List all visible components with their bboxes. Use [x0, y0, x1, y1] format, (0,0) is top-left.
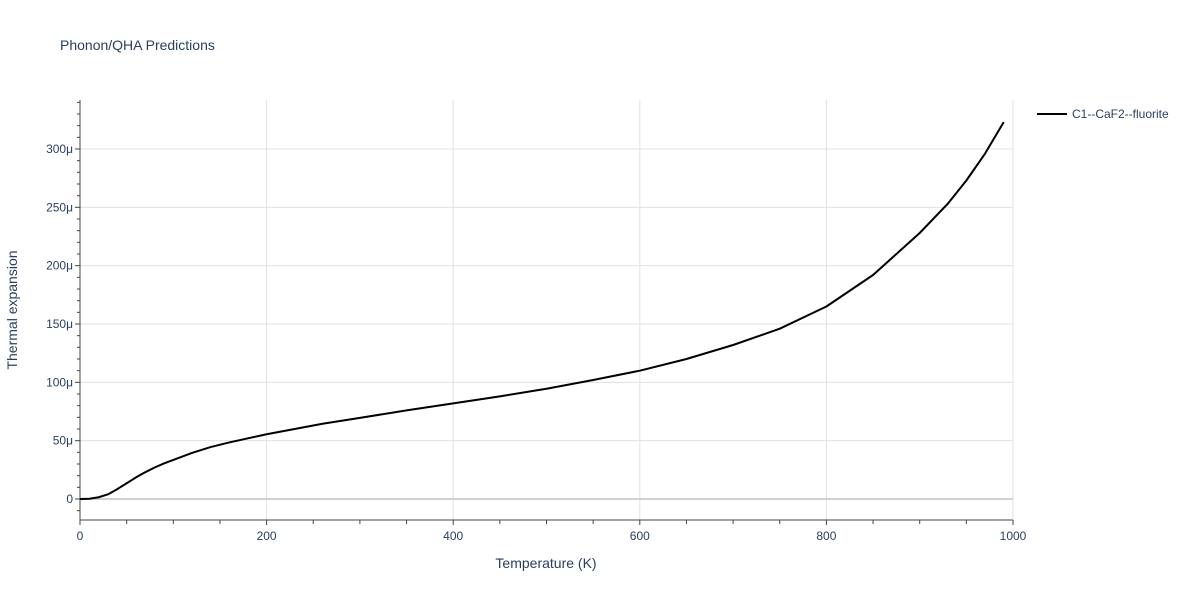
- y-tick-label: 0: [66, 492, 73, 506]
- legend-label: C1--CaF2--fluorite: [1072, 107, 1169, 121]
- x-tick-label: 0: [77, 529, 84, 543]
- y-tick-label: 250μ: [46, 200, 73, 214]
- y-tick-label: 300μ: [46, 142, 73, 156]
- x-tick-label: 400: [443, 529, 463, 543]
- x-tick-label: 200: [257, 529, 277, 543]
- y-tick-label: 150μ: [46, 317, 73, 331]
- x-axis-ticks: 0 200 400 600 800 1000: [77, 529, 1027, 543]
- legend[interactable]: C1--CaF2--fluorite: [1037, 107, 1169, 121]
- y-axis-ticks: 0 50μ 100μ 150μ 200μ 250μ 300μ: [46, 142, 73, 506]
- x-axis-title: Temperature (K): [495, 555, 596, 571]
- x-tick-label: 1000: [1000, 529, 1027, 543]
- y-tick-label: 200μ: [46, 259, 73, 273]
- grid: [80, 100, 1014, 520]
- series-line[interactable]: [79, 121, 1005, 500]
- chart-title: Phonon/QHA Predictions: [60, 37, 215, 53]
- y-tick-label: 50μ: [53, 434, 73, 448]
- x-tick-label: 800: [816, 529, 836, 543]
- axes: [75, 100, 1014, 525]
- series-group: [79, 121, 1005, 500]
- x-tick-label: 600: [630, 529, 650, 543]
- y-tick-label: 100μ: [46, 375, 73, 389]
- y-axis-title: Thermal expansion: [4, 250, 20, 369]
